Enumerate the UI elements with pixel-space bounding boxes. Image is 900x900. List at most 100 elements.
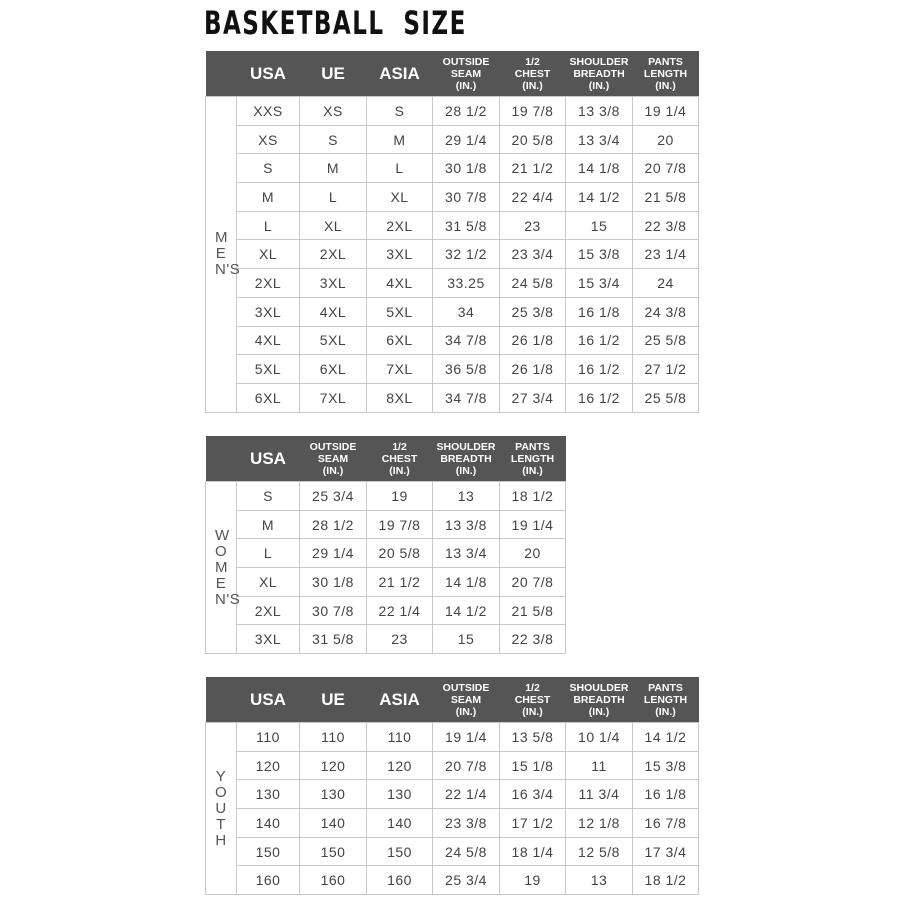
table-cell: 30 7/8 xyxy=(432,182,500,212)
table-cell: 12 1/8 xyxy=(565,808,633,838)
column-header-line: SHOULDER xyxy=(569,55,629,68)
table-cell: 8XL xyxy=(366,382,433,413)
table-cell: 16 1/2 xyxy=(565,382,633,413)
column-header-line: 1/2 xyxy=(525,681,540,694)
table-row: 3XL 4XL 5XL 34 25 3/8 16 1/8 24 3/8 xyxy=(206,296,699,327)
table-cell: 16 1/2 xyxy=(565,354,633,384)
column-header-line: ASIA xyxy=(379,689,420,709)
table-cell: M xyxy=(366,124,433,155)
section-label-cell: YOUTH xyxy=(205,721,237,896)
table-row: 140 140 140 23 3/8 17 1/2 12 1/8 16 7/8 xyxy=(206,808,699,838)
table-cell: 3XL xyxy=(236,624,300,655)
table-cell: 150 xyxy=(299,836,367,867)
table-cell: 120 xyxy=(366,750,433,781)
column-header: OUTSIDE SEAM (IN.) xyxy=(432,51,500,97)
table-cell: 30 1/8 xyxy=(299,567,367,597)
table-cell: 13 xyxy=(565,865,633,896)
table-cell: 2XL xyxy=(299,239,367,270)
table-cell: 13 5/8 xyxy=(499,722,566,752)
column-header: SHOULDER BREADTH (IN.) xyxy=(432,436,500,482)
table-cell: 120 xyxy=(299,750,367,781)
table-cell: 19 1/4 xyxy=(432,722,500,752)
table-cell: 20 5/8 xyxy=(366,538,433,569)
table-cell: 6XL xyxy=(236,382,300,413)
table-cell: L xyxy=(236,210,300,241)
column-header-line: OUTSIDE xyxy=(442,681,490,694)
table-cell: 26 1/8 xyxy=(499,325,566,356)
table-cell: XL xyxy=(299,210,367,241)
column-header-line: UE xyxy=(321,63,345,83)
table-cell: 24 3/8 xyxy=(632,296,699,327)
column-header-line: CHEST xyxy=(514,693,551,706)
section-label-cell: MEN'S xyxy=(205,96,240,413)
table-cell: 140 xyxy=(299,808,367,838)
table-cell: 26 1/8 xyxy=(499,354,566,384)
table-cell: 24 5/8 xyxy=(499,268,566,298)
column-header-line: LENGTH xyxy=(643,67,688,80)
table-cell: M xyxy=(299,153,367,184)
table-cell: 160 xyxy=(366,865,433,896)
table-cell: 23 xyxy=(499,210,566,241)
page-title: BASKETBALL SIZE xyxy=(204,4,467,42)
table-cell: M xyxy=(236,509,300,540)
table-cell: 140 xyxy=(366,808,433,838)
table-cell: 30 1/8 xyxy=(432,153,500,184)
table-cell: 4XL xyxy=(299,296,367,327)
table-cell: 2XL xyxy=(366,210,433,241)
table-cell: 31 5/8 xyxy=(299,624,367,655)
table-cell: 3XL xyxy=(236,296,300,327)
column-header: USA xyxy=(236,436,300,482)
table-cell: 11 3/4 xyxy=(565,779,633,810)
table-cell: S xyxy=(236,481,300,511)
table-row: M 28 1/2 19 7/8 13 3/8 19 1/4 xyxy=(206,509,566,540)
table-cell: L xyxy=(366,153,433,184)
header-corner xyxy=(205,436,237,482)
table-cell: 21 1/2 xyxy=(366,567,433,597)
column-header: ASIA xyxy=(366,51,433,97)
table-cell: 120 xyxy=(236,750,300,781)
table-row: S M L 30 1/8 21 1/2 14 1/8 20 7/8 xyxy=(206,153,699,184)
column-header: SHOULDER BREADTH (IN.) xyxy=(565,51,633,97)
section-label-cell: WOMEN'S xyxy=(205,480,240,655)
table-cell: 110 xyxy=(366,722,433,752)
table-cell: 22 1/4 xyxy=(366,595,433,626)
column-header-line: (IN.) xyxy=(588,79,610,92)
column-header-line: 1/2 xyxy=(392,440,407,453)
table-cell: 19 1/4 xyxy=(499,509,566,540)
table-row: L XL 2XL 31 5/8 23 15 22 3/8 xyxy=(206,210,699,241)
table-cell: S xyxy=(299,124,367,155)
table-cell: 15 xyxy=(565,210,633,241)
column-header-line: CHEST xyxy=(381,452,418,465)
column-header-line: (IN.) xyxy=(455,705,477,718)
table-cell: 150 xyxy=(236,836,300,867)
column-header-line: OUTSIDE xyxy=(442,55,490,68)
table-cell: XL xyxy=(366,182,433,212)
table-row: 130 130 130 22 1/4 16 3/4 11 3/4 16 1/8 xyxy=(206,779,699,810)
column-header-line: OUTSIDE xyxy=(309,440,357,453)
column-header: PANTS LENGTH (IN.) xyxy=(632,51,699,97)
column-header-line: SHOULDER xyxy=(436,440,496,453)
table-row: 160 160 160 25 3/4 19 13 18 1/2 xyxy=(206,865,699,896)
column-header-line: ASIA xyxy=(379,63,420,83)
table-row: XL 30 1/8 21 1/2 14 1/8 20 7/8 xyxy=(206,567,566,597)
column-header-line: SEAM xyxy=(450,67,482,80)
table-cell: 25 5/8 xyxy=(632,325,699,356)
table-cell: 110 xyxy=(236,722,300,752)
table-cell: 13 3/4 xyxy=(565,124,633,155)
table-cell: 15 3/4 xyxy=(565,268,633,298)
table-cell: XL xyxy=(236,567,300,597)
column-header-line: PANTS xyxy=(515,440,550,453)
table-cell: 150 xyxy=(366,836,433,867)
table-row: L 29 1/4 20 5/8 13 3/4 20 xyxy=(206,538,566,569)
column-header-line: (IN.) xyxy=(322,464,344,477)
column-header-line: BREADTH xyxy=(573,693,625,706)
column-header-line: CHEST xyxy=(514,67,551,80)
table-cell: 7XL xyxy=(299,382,367,413)
column-header: 1/2 CHEST (IN.) xyxy=(366,436,433,482)
table-cell: XL xyxy=(236,239,300,270)
table-cell: 14 1/8 xyxy=(565,153,633,184)
table-cell: XS xyxy=(299,96,367,126)
column-header: UE xyxy=(299,51,367,97)
table-cell: 19 7/8 xyxy=(366,509,433,540)
table-cell: 22 3/8 xyxy=(499,624,566,655)
